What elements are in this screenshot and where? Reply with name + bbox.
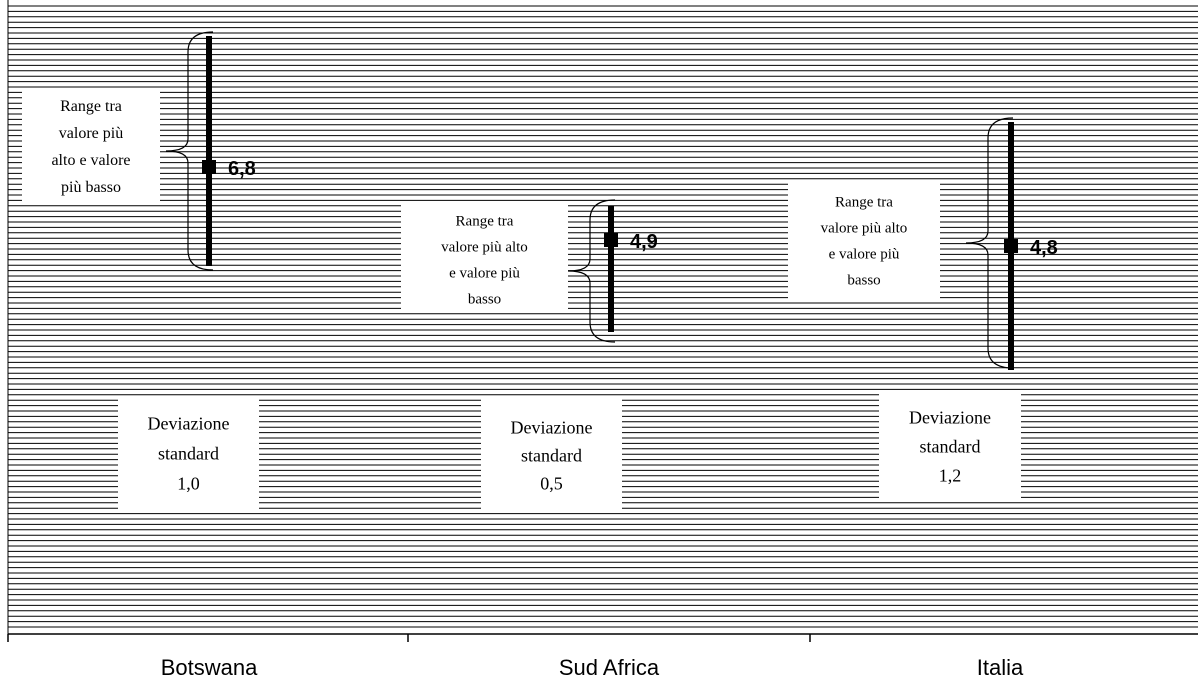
std-dev-annotation-line: 1,2 xyxy=(939,465,962,485)
range-annotation-line: valore più xyxy=(59,125,123,142)
x-axis: Botswana Sud Africa Italia xyxy=(7,633,1198,680)
std-dev-annotation-box xyxy=(481,397,622,513)
std-dev-annotation-line: standard xyxy=(920,436,981,456)
range-brace xyxy=(567,199,616,343)
std-dev-annotation-box xyxy=(879,390,1021,502)
grid-lines xyxy=(7,0,1198,634)
category-label: Italia xyxy=(977,655,1024,680)
range-annotation-line: basso xyxy=(847,272,880,288)
mean-marker xyxy=(202,160,216,174)
range-annotation-line: basso xyxy=(468,291,501,307)
std-dev-annotation-line: Deviazione xyxy=(148,413,230,433)
category-label: Botswana xyxy=(161,655,258,680)
std-dev-annotation-line: standard xyxy=(158,443,219,463)
range-brace xyxy=(165,31,214,271)
std-dev-annotation-box xyxy=(118,397,259,509)
value-label: 4,9 xyxy=(630,231,658,253)
range-annotation-line: alto e valore xyxy=(51,152,130,169)
range-annotation-line: valore più alto xyxy=(821,220,908,236)
range-annotation-line: valore più alto xyxy=(441,239,528,255)
std-dev-annotation-line: 1,0 xyxy=(177,473,200,493)
mean-marker xyxy=(1004,239,1018,253)
range-brace xyxy=(965,117,1014,369)
range-annotation-line: e valore più xyxy=(829,246,900,262)
annotation-boxes: Range tra valore più alto e valore più bass… xyxy=(22,90,1021,513)
range-annotation-box xyxy=(401,205,568,313)
range-annotation-line: Range tra xyxy=(60,98,122,115)
std-dev-annotation-line: Deviazione xyxy=(511,417,593,437)
category-label: Sud Africa xyxy=(559,655,660,680)
std-dev-annotation-line: standard xyxy=(521,445,582,465)
range-annotation-line: Range tra xyxy=(456,213,514,229)
std-dev-annotation-line: 0,5 xyxy=(540,473,563,493)
range-annotation-line: più basso xyxy=(61,179,121,196)
range-annotation-line: e valore più xyxy=(449,265,520,281)
range-annotation-box xyxy=(788,180,940,300)
range-marks: 6,8 4,9 4,8 xyxy=(165,31,1058,370)
range-annotation-box xyxy=(22,90,160,202)
mean-marker xyxy=(604,233,618,247)
value-label: 6,8 xyxy=(228,158,256,180)
range-annotation-line: Range tra xyxy=(835,194,893,210)
value-label: 4,8 xyxy=(1030,237,1058,259)
std-dev-annotation-line: Deviazione xyxy=(909,407,991,427)
